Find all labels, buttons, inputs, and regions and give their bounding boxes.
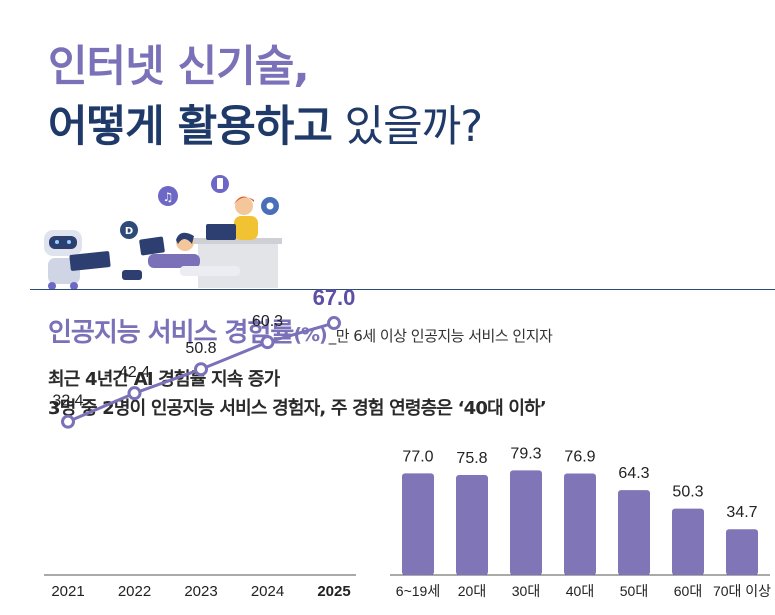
- bar-chart-category-label: 40대: [566, 583, 594, 599]
- bar-chart-value-label: 76.9: [564, 448, 595, 465]
- line-chart-value-label: 32.4: [52, 393, 83, 410]
- bar-chart-bar: [510, 470, 542, 575]
- bar-chart-bar: [456, 474, 488, 575]
- page-title-line1: 인터넷 신기술,: [48, 42, 310, 92]
- bar-chart-bar: [402, 473, 434, 575]
- bar-chart-category-label: 70대 이상: [713, 583, 771, 599]
- page-title-line2-bold: 어떻게 활용하고: [48, 102, 333, 152]
- d-badge-icon: [120, 221, 138, 239]
- person-at-desk-illustration: [190, 196, 282, 288]
- line-chart-point: [260, 335, 275, 350]
- line-chart-point: [127, 386, 142, 401]
- person-with-tablet-illustration: [122, 232, 240, 280]
- section-title-unit: (%): [293, 324, 327, 346]
- bar-chart-bar: [672, 508, 704, 575]
- ai-usage-illustration: ♫ D: [44, 175, 282, 290]
- line-chart: 32.4 2021 42.4 2022 50.8 2023 60.3 2024 67.0 2025: [44, 285, 356, 600]
- line-chart-value-label: 42.4: [119, 364, 150, 381]
- page-title-line2: 어떻게 활용하고 있을까?: [48, 92, 484, 154]
- line-chart-value-label: 67.0: [313, 285, 356, 310]
- bar-chart: 77.0 6~19세 75.8 20대 79.3 30대 76.9 40대 64.3 50대 50.…: [390, 445, 771, 599]
- bar-chart-category-label: 20대: [458, 583, 486, 599]
- line-chart-point: [327, 316, 341, 331]
- bar-chart-value-label: 75.8: [456, 450, 487, 467]
- line-chart-x-tick-label: 2021: [51, 583, 84, 600]
- music-note-icon: [158, 186, 178, 206]
- bar-chart-bar: [618, 490, 650, 575]
- bar-chart-category-label: 50대: [620, 583, 648, 599]
- section-title-note: _만 6세 이상 인공지능 서비스 인지자: [328, 327, 553, 345]
- bar-chart-value-label: 50.3: [672, 484, 703, 501]
- line-chart-point: [194, 362, 208, 377]
- svg-text:D: D: [125, 226, 133, 237]
- robot-icon: [44, 230, 111, 290]
- line-chart-value-label: 50.8: [185, 340, 216, 357]
- line-chart-x-tick-label: 2022: [118, 583, 151, 600]
- bar-chart-value-label: 77.0: [402, 448, 433, 465]
- line-chart-x-tick-label: 2024: [251, 583, 284, 600]
- bar-chart-value-label: 79.3: [510, 445, 541, 462]
- line-chart-point: [61, 414, 75, 429]
- section-title: 인공지능 서비스 경험률(%) _만 6세 이상 인공지능 서비스 인지자: [48, 312, 553, 349]
- bar-chart-category-label: 6~19세: [396, 583, 440, 599]
- bar-chart-value-label: 34.7: [726, 504, 757, 521]
- page-title-line2-tail: 있을까?: [331, 102, 484, 152]
- section-divider: [30, 289, 775, 290]
- section-title-text: 인공지능 서비스 경험률: [48, 318, 294, 348]
- bar-chart-category-label: 30대: [512, 583, 540, 599]
- bar-chart-bar: [564, 473, 596, 575]
- bar-chart-bar: [726, 529, 758, 575]
- bar-chart-category-label: 60대: [674, 583, 702, 599]
- bar-chart-value-label: 64.3: [618, 465, 649, 482]
- line-chart-x-tick-label: 2023: [184, 583, 217, 600]
- subtitle-line1: 최근 4년간 AI 경험률 지속 증가: [48, 369, 280, 390]
- line-chart-value-label: 60.3: [252, 313, 283, 330]
- subtitle-line2: 3명 중 2명이 인공지능 서비스 경험자, 주 경험 연령층은 ‘40대 이하…: [48, 398, 547, 419]
- line-chart-x-tick-label: 2025: [317, 583, 350, 600]
- svg-text:♫: ♫: [163, 190, 174, 204]
